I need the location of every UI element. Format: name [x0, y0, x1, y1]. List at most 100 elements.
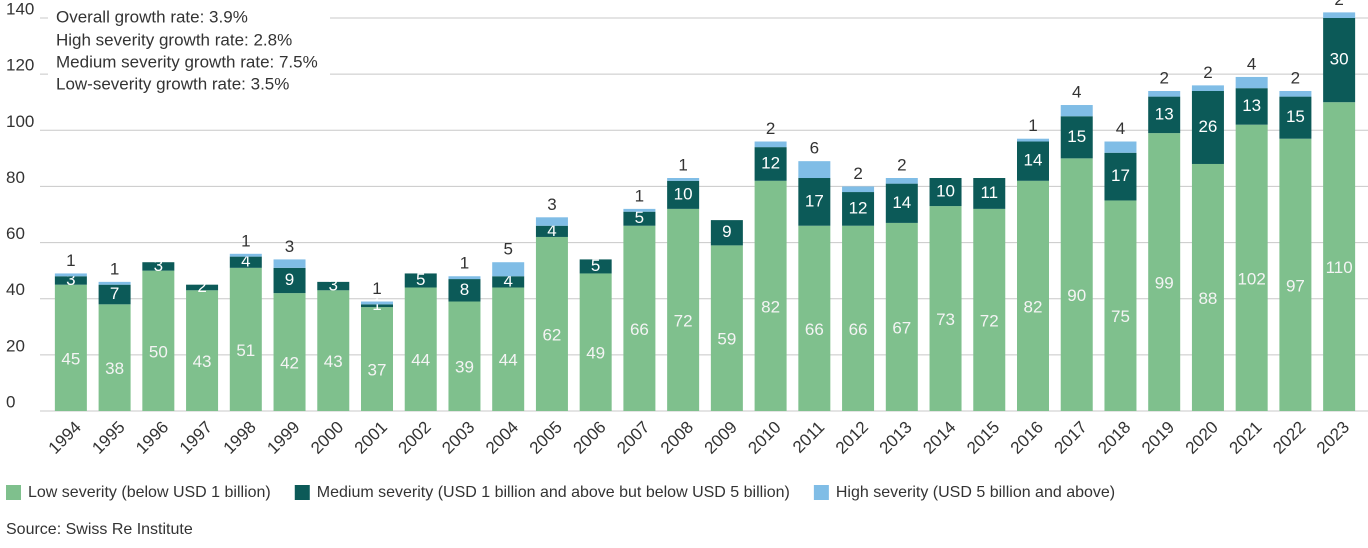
bar-segment [273, 267, 306, 294]
data-label: 2 [1203, 63, 1212, 82]
x-tick-label: 1997 [176, 418, 216, 458]
bar-segment [1017, 141, 1049, 181]
data-label: 3 [154, 256, 163, 275]
x-tick-label: 2003 [438, 418, 478, 458]
data-label: 5 [591, 256, 600, 275]
data-label: 73 [936, 310, 955, 329]
x-tick-label: 2002 [395, 418, 435, 458]
bar-segment [885, 222, 918, 411]
data-label: 17 [1111, 166, 1130, 185]
data-label: 4 [503, 271, 512, 290]
data-label: 4 [547, 221, 556, 240]
data-label: 2 [1334, 0, 1343, 9]
x-tick-label: 2013 [876, 418, 916, 458]
bar-segment [754, 147, 787, 181]
bar-segment [317, 281, 350, 291]
data-label: 1 [678, 155, 687, 174]
data-label: 50 [149, 342, 168, 361]
bar-segment [98, 281, 131, 285]
legend-swatch [294, 485, 310, 500]
x-tick-label: 2011 [789, 418, 828, 457]
x-tick-label: 2015 [963, 418, 1003, 458]
data-label: 26 [1198, 117, 1217, 136]
bar-segment [710, 220, 743, 246]
x-tick-label: 2000 [307, 418, 347, 458]
bar-segment [404, 287, 437, 411]
data-label: 45 [61, 349, 80, 368]
x-tick-label: 2012 [832, 418, 872, 458]
bar-segment [1191, 85, 1224, 91]
bar-segment [317, 290, 350, 411]
bar-segment [885, 183, 918, 223]
data-label: 99 [1155, 274, 1174, 293]
bar-segment [361, 307, 393, 411]
x-tick-label: 1996 [132, 418, 172, 458]
x-tick-label: 2010 [744, 418, 784, 458]
data-label: 39 [455, 358, 474, 377]
bar-segment [623, 225, 656, 411]
bar-segment [186, 290, 219, 411]
data-label: 2 [853, 164, 862, 183]
data-label: 13 [1155, 104, 1174, 123]
data-label: 102 [1237, 269, 1265, 288]
bar-segment [842, 186, 875, 193]
data-label: 82 [761, 297, 780, 316]
x-tick-label: 2019 [1138, 418, 1178, 458]
x-tick-label: 1994 [45, 418, 85, 458]
data-label: 82 [1024, 297, 1043, 316]
data-label: 2 [1159, 68, 1168, 87]
bar-segment [1060, 116, 1093, 159]
legend-label: Medium severity (USD 1 billion and above… [317, 484, 790, 501]
data-label: 11 [980, 183, 998, 202]
x-tick-label: 2001 [351, 418, 391, 458]
x-tick-label: 2009 [701, 418, 741, 458]
y-tick-label: 40 [6, 280, 25, 299]
data-label: 62 [542, 325, 561, 344]
bar-segment [1279, 138, 1312, 411]
x-tick-label: 2016 [1007, 418, 1047, 458]
data-label: 44 [499, 351, 518, 370]
legend-swatch [813, 485, 829, 500]
x-tick-label: 2022 [1269, 418, 1309, 458]
x-tick-label: 2006 [569, 418, 609, 458]
x-tick-label: 2023 [1313, 418, 1353, 458]
y-tick-label: 120 [6, 56, 34, 75]
bar-segment [1235, 76, 1268, 89]
bar-segment [492, 276, 525, 288]
data-label: 8 [460, 280, 469, 299]
bar-segment [1235, 124, 1268, 412]
data-label: 42 [280, 354, 299, 373]
data-label: 5 [635, 208, 644, 227]
x-tick-label: 2007 [613, 418, 653, 458]
data-label: 1 [66, 251, 75, 270]
bar-segment [1104, 200, 1137, 411]
source: Source: Swiss Re Institute [6, 521, 193, 538]
data-label: 90 [1067, 286, 1086, 305]
data-label: 5 [503, 240, 512, 259]
bar-segment [623, 211, 656, 226]
bar-segment [54, 284, 87, 411]
annotation: Medium severity growth rate: 7.5% [56, 52, 318, 71]
data-label: 12 [761, 153, 780, 172]
annotation-box [48, 4, 330, 96]
data-label: 1 [1028, 116, 1037, 135]
data-label: 12 [849, 198, 868, 217]
data-label: 1 [635, 186, 644, 205]
data-label: 97 [1286, 276, 1305, 295]
bar-segment [142, 262, 175, 271]
bar-segment [754, 141, 787, 148]
bar-segment [929, 178, 962, 207]
x-tick-label: 2018 [1094, 418, 1134, 458]
bar-segment [142, 270, 175, 411]
bar-segment [1148, 133, 1181, 412]
legend-swatch [6, 485, 21, 500]
bar-segment [361, 304, 393, 308]
bar-segment [842, 192, 875, 226]
bar-segment [54, 273, 87, 277]
bar-segment [1323, 18, 1356, 103]
data-label: 30 [1330, 50, 1349, 69]
data-label: 7 [110, 284, 119, 303]
x-tick-label: 1995 [88, 418, 128, 458]
bar-segment [229, 267, 262, 411]
bar-segment [667, 178, 700, 181]
